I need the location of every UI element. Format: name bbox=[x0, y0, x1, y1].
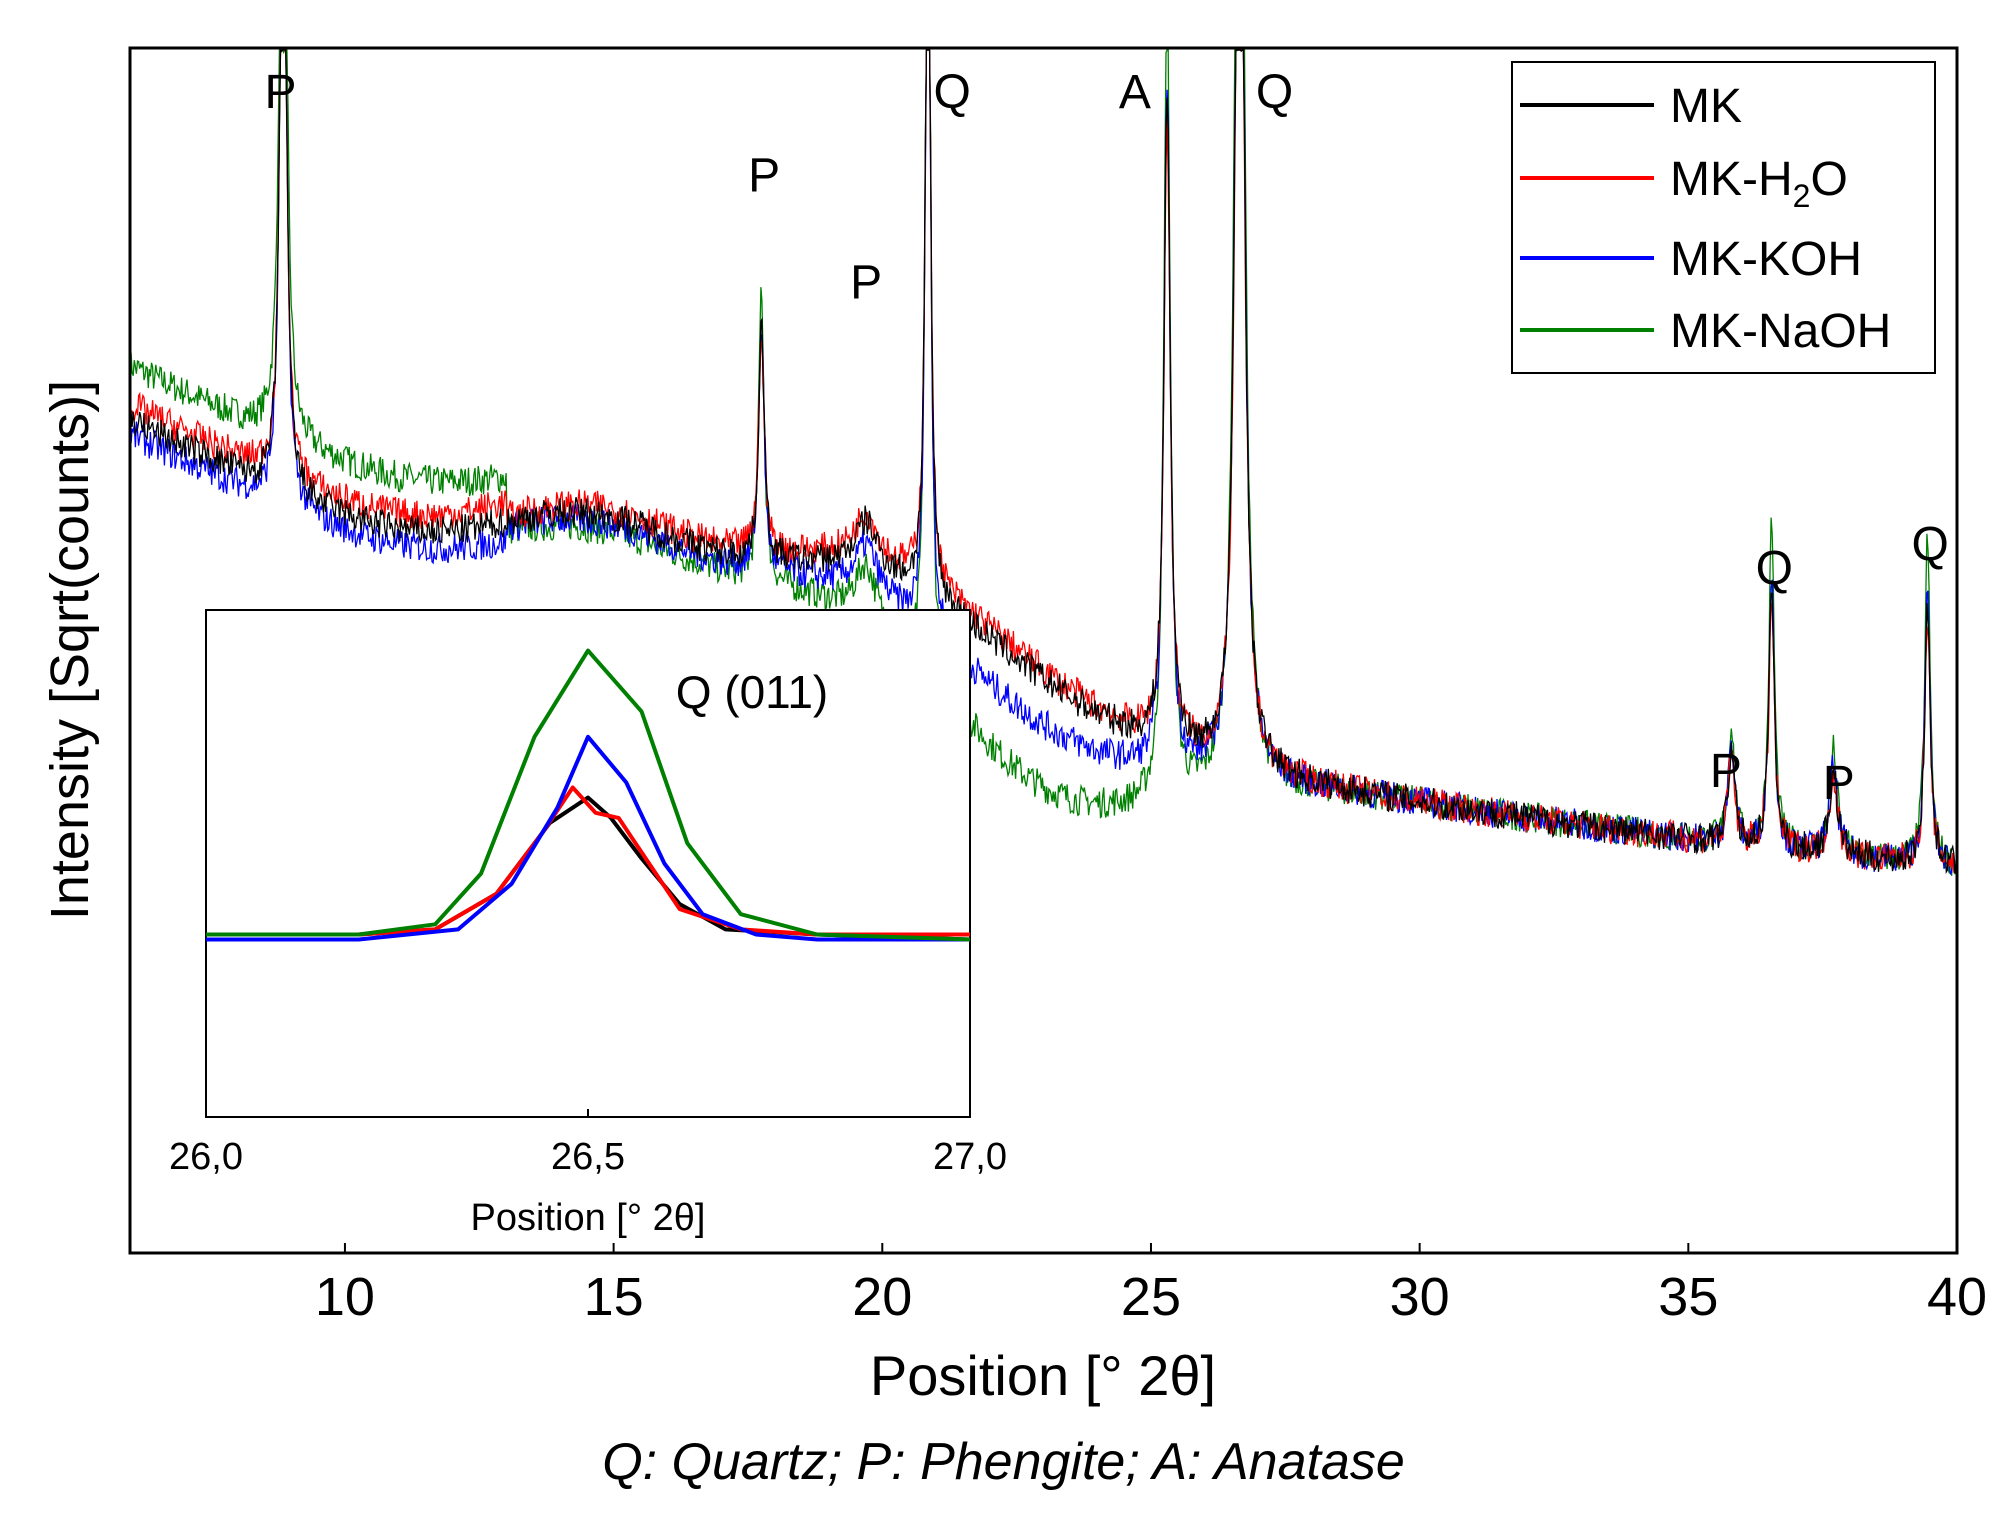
inset-x-axis: 26,0 26,5 27,0 bbox=[169, 1109, 1007, 1178]
main-x-axis-label: Position [° 2θ] bbox=[870, 1344, 1216, 1407]
peak-label: P bbox=[748, 149, 780, 202]
legend-label-mk-h2o: MK-H2O bbox=[1670, 153, 1848, 214]
main-x-tick-label: 10 bbox=[315, 1267, 375, 1327]
peak-label: P bbox=[1710, 745, 1742, 798]
main-x-tick-label: 40 bbox=[1927, 1267, 1987, 1327]
inset-series-mk-koh bbox=[206, 734, 970, 942]
main-series-mk-koh bbox=[129, 49, 1957, 875]
figure-caption: Q: Quartz; P: Phengite; A: Anatase bbox=[602, 1433, 1405, 1491]
main-series-group bbox=[129, 48, 1957, 876]
peak-label: P bbox=[1823, 757, 1855, 810]
legend-label-mk-koh: MK-KOH bbox=[1670, 233, 1862, 286]
main-series-mk-naoh bbox=[129, 49, 1957, 876]
peak-label: Q bbox=[933, 66, 970, 119]
inset-frame bbox=[205, 609, 971, 1118]
inset-chart: 26,0 26,5 27,0 Q (011) Position [° 2θ] bbox=[169, 609, 1007, 1239]
main-plot-frame bbox=[128, 46, 1959, 1255]
peak-label: Q bbox=[1911, 519, 1948, 572]
main-x-tick-label: 25 bbox=[1121, 1267, 1181, 1327]
peak-label: Q bbox=[1756, 542, 1793, 595]
inset-x-axis-label: Position [° 2θ] bbox=[471, 1197, 706, 1239]
inset-x-tick-label: 27,0 bbox=[933, 1136, 1007, 1178]
inset-x-tick-label: 26,0 bbox=[169, 1136, 243, 1178]
peak-label: A bbox=[1119, 66, 1151, 119]
main-x-tick-label: 15 bbox=[584, 1267, 644, 1327]
inset-x-tick-label: 26,5 bbox=[551, 1136, 625, 1178]
inset-series-mk-naoh bbox=[206, 648, 971, 942]
main-x-axis: 10 15 20 25 30 35 40 bbox=[315, 1243, 1987, 1327]
main-x-tick-label: 30 bbox=[1390, 1267, 1450, 1327]
main-series-mk bbox=[129, 48, 1957, 875]
legend-box bbox=[1511, 61, 1936, 374]
legend-label-mk-naoh: MK-NaOH bbox=[1670, 305, 1891, 358]
inset-series-group bbox=[206, 648, 971, 942]
legend: MK MK-H2O MK-KOH MK-NaOH bbox=[1511, 61, 1936, 374]
main-x-tick-label: 20 bbox=[852, 1267, 912, 1327]
peak-label: P bbox=[264, 66, 296, 119]
peak-labels: P P P Q A Q P Q P Q bbox=[264, 66, 1948, 810]
inset-title: Q (011) bbox=[676, 666, 829, 718]
peak-label: Q bbox=[1256, 66, 1293, 119]
main-y-axis-label: Intensity [Sqrt(counts)] bbox=[40, 380, 100, 920]
peak-label: P bbox=[850, 257, 882, 310]
main-x-tick-label: 35 bbox=[1658, 1267, 1718, 1327]
legend-label-mk: MK bbox=[1670, 80, 1742, 133]
